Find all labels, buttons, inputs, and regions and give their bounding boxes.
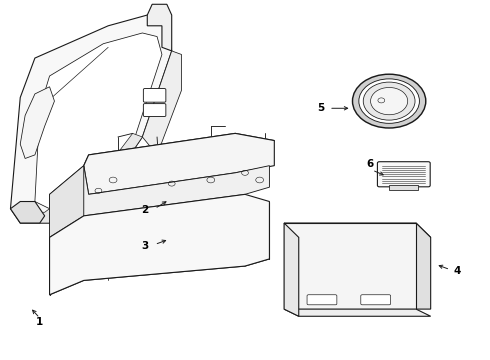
FancyBboxPatch shape	[361, 295, 391, 305]
Polygon shape	[10, 202, 45, 223]
Polygon shape	[147, 4, 172, 51]
Polygon shape	[49, 166, 84, 237]
Circle shape	[363, 82, 415, 120]
FancyBboxPatch shape	[377, 162, 430, 187]
Bar	[389, 185, 418, 190]
Polygon shape	[49, 166, 270, 216]
Text: 5: 5	[317, 103, 324, 113]
FancyBboxPatch shape	[144, 104, 166, 117]
Polygon shape	[143, 51, 181, 155]
Polygon shape	[84, 134, 274, 173]
Polygon shape	[49, 194, 270, 295]
Text: 1: 1	[36, 317, 44, 327]
Polygon shape	[84, 134, 274, 194]
Polygon shape	[20, 134, 143, 223]
FancyBboxPatch shape	[144, 89, 166, 102]
Polygon shape	[416, 223, 431, 309]
Polygon shape	[20, 87, 54, 158]
Text: 4: 4	[454, 266, 461, 276]
Polygon shape	[284, 309, 431, 316]
Polygon shape	[284, 223, 431, 237]
Circle shape	[370, 87, 408, 115]
Circle shape	[352, 74, 426, 128]
Circle shape	[359, 79, 419, 123]
FancyBboxPatch shape	[307, 295, 337, 305]
Text: 6: 6	[366, 159, 373, 169]
Polygon shape	[284, 223, 416, 309]
Polygon shape	[35, 33, 162, 209]
Text: 2: 2	[141, 206, 148, 216]
Polygon shape	[10, 15, 171, 223]
Polygon shape	[284, 223, 299, 316]
Text: 3: 3	[141, 241, 148, 251]
